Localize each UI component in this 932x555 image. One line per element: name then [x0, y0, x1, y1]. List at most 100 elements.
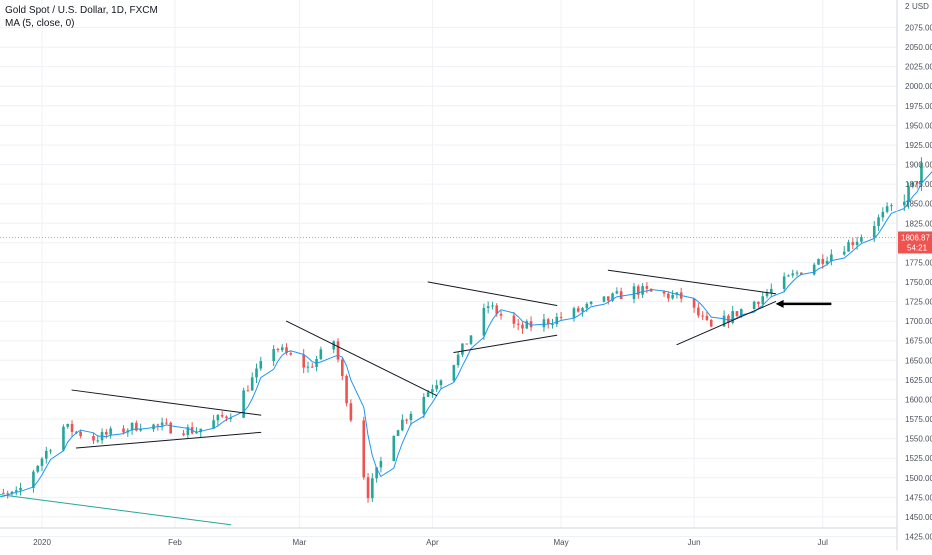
- candle-body: [199, 428, 203, 433]
- candle-body: [19, 487, 22, 491]
- candle-body: [225, 416, 228, 419]
- candle-body: [130, 422, 134, 431]
- candle-body: [667, 293, 670, 299]
- candle-body: [152, 424, 155, 430]
- candle-body: [32, 471, 35, 488]
- teal-trendline: [0, 494, 232, 526]
- candle-body: [341, 359, 344, 377]
- candle-body: [10, 491, 14, 494]
- candle-body: [62, 426, 65, 451]
- march-trendline: [286, 320, 438, 397]
- candle-body: [109, 428, 112, 435]
- candle-body: [461, 343, 464, 355]
- y-tick-label: 1700.00: [905, 317, 932, 326]
- y-tick-label: 1825.00: [905, 219, 932, 228]
- candle-body: [817, 259, 820, 265]
- candle-body: [572, 308, 576, 318]
- candle-body: [469, 335, 473, 344]
- y-tick-label: 1725.00: [905, 298, 932, 307]
- y-tick-label: 1600.00: [905, 395, 932, 404]
- candle-body: [791, 273, 795, 276]
- candle-body: [800, 272, 803, 275]
- y-tick-label: 1650.00: [905, 356, 932, 365]
- candle-body: [216, 415, 220, 421]
- pointer-arrow-head: [775, 299, 784, 308]
- candle-body: [362, 420, 366, 478]
- candle-body: [559, 316, 563, 318]
- y-tick-label: 1425.00: [905, 533, 932, 542]
- candle-body: [671, 294, 674, 299]
- candle-body: [499, 313, 503, 316]
- candle-body: [907, 186, 910, 202]
- y-tick-label: 1975.00: [905, 102, 932, 111]
- candle-body: [306, 366, 310, 368]
- candle-body: [366, 477, 370, 499]
- candle-body: [482, 307, 486, 336]
- candle-body: [345, 376, 348, 404]
- y-tick-label: 1900.00: [905, 161, 932, 170]
- triangle-jan-upper: [71, 389, 262, 416]
- candle-body: [280, 347, 284, 351]
- candle-body: [637, 286, 640, 295]
- candle-body: [40, 458, 44, 466]
- candle-body: [576, 308, 580, 312]
- candle-body: [885, 206, 889, 212]
- candle-body: [139, 429, 142, 431]
- y-tick-label: 2075.00: [905, 24, 932, 33]
- candle-body: [701, 315, 704, 317]
- candle-body: [645, 286, 649, 289]
- x-tick-label: Jul: [818, 538, 828, 547]
- candle-body: [795, 272, 799, 274]
- y-tick-label: 2025.00: [905, 63, 932, 72]
- legend-indicator[interactable]: MA (5, close, 0): [5, 18, 75, 29]
- legend-symbol[interactable]: Gold Spot / U.S. Dollar, 1D, FXCM: [5, 5, 158, 16]
- drawings: [0, 237, 897, 526]
- moving-average: [0, 171, 932, 498]
- candle-body: [546, 319, 550, 325]
- x-tick-label: Apr: [426, 538, 439, 547]
- candle-body: [632, 286, 636, 299]
- candle-body: [375, 467, 378, 479]
- candle-body: [752, 301, 756, 310]
- candle-body: [92, 436, 95, 441]
- candle-body: [495, 305, 499, 314]
- candle-body: [212, 420, 215, 429]
- y-tick-label: 1525.00: [905, 454, 932, 463]
- y-tick-label: 1550.00: [905, 435, 932, 444]
- candle-body: [641, 286, 644, 295]
- candle-body: [847, 242, 850, 252]
- candle-body: [186, 427, 190, 435]
- candle-body: [2, 492, 5, 494]
- candle-body: [310, 366, 314, 368]
- candle-body: [259, 361, 263, 369]
- candle-body: [405, 419, 408, 421]
- candle-body: [409, 413, 413, 421]
- candle-body: [915, 182, 919, 184]
- candle-body: [332, 341, 336, 350]
- candle-body: [512, 315, 516, 324]
- candle-body: [289, 353, 293, 355]
- candle-body: [255, 368, 258, 378]
- price-badge: [898, 231, 932, 243]
- y-tick-label: 1675.00: [905, 337, 932, 346]
- x-tick-label: Jun: [688, 538, 701, 547]
- candle-body: [705, 315, 709, 320]
- candle-body: [662, 291, 666, 294]
- candle-body: [44, 450, 48, 459]
- candle-body: [675, 292, 679, 295]
- y-tick-label: 1475.00: [905, 493, 932, 502]
- candle-body: [649, 288, 653, 292]
- candle-body: [770, 288, 773, 293]
- triangle-jun-upper: [607, 269, 777, 295]
- candle-body: [877, 217, 880, 227]
- candle-body: [439, 380, 443, 386]
- candle-body: [66, 423, 70, 427]
- y-tick-label: 1450.00: [905, 513, 932, 522]
- triangle-jan-lower: [75, 431, 262, 449]
- candle-body: [349, 403, 353, 421]
- candle-body: [195, 432, 198, 434]
- y-tick-label: 1775.00: [905, 258, 932, 267]
- x-tick-label: Mar: [293, 538, 307, 547]
